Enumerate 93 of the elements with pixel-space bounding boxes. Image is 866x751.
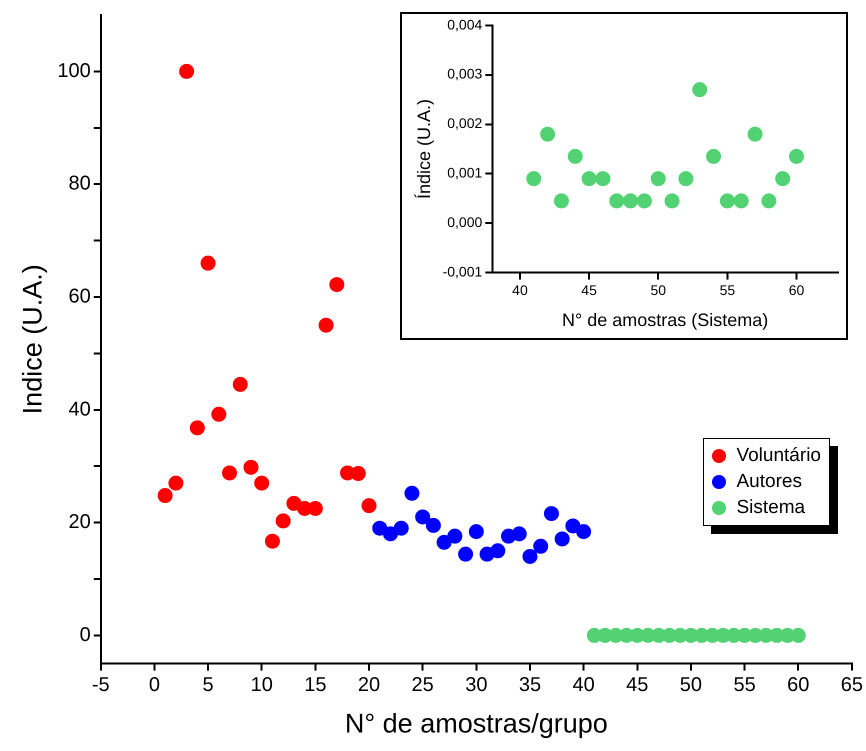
point (426, 518, 441, 533)
y-tick-label: -0,001 (442, 263, 483, 280)
point (761, 193, 776, 208)
y-tick-label: 20 (68, 511, 91, 534)
point (211, 406, 226, 422)
x-tick-label: 40 (512, 282, 528, 298)
point (533, 538, 548, 554)
point (362, 498, 377, 514)
x-tick-label: 0 (148, 674, 160, 696)
legend-label: Sistema (736, 497, 806, 519)
point (190, 420, 205, 436)
point (789, 148, 804, 164)
point (404, 486, 420, 501)
x-tick-label: 55 (720, 282, 736, 298)
point (264, 534, 280, 549)
x-tick-label: 15 (304, 674, 326, 696)
point (168, 476, 184, 491)
point (512, 526, 527, 542)
point (243, 460, 258, 475)
y-tick-label: 40 (68, 398, 91, 420)
x-axis-title: N° de amostras (Sistema) (562, 310, 768, 330)
point (678, 171, 694, 186)
point (526, 171, 542, 186)
y-tick-label: 0,002 (447, 115, 482, 132)
x-tick-label: 30 (465, 674, 488, 696)
point (576, 524, 592, 540)
point (372, 520, 388, 536)
point (706, 148, 722, 164)
point (544, 506, 559, 522)
x-tick-label: 55 (733, 674, 756, 696)
point (595, 171, 610, 186)
point (179, 64, 194, 79)
point (436, 534, 452, 550)
y-axis-title: Índice (U.A.) (414, 98, 434, 200)
x-tick-label: 20 (358, 674, 380, 696)
x-tick-label: 5 (202, 674, 214, 696)
x-tick-label: -5 (92, 674, 110, 696)
y-tick-label: 0 (80, 624, 91, 646)
point (582, 171, 597, 186)
point (232, 376, 248, 392)
x-tick-label: 65 (840, 674, 863, 696)
x-tick-label: 60 (787, 674, 810, 696)
point (565, 518, 580, 534)
x-tick-label: 40 (572, 674, 595, 696)
point (734, 193, 749, 208)
point (329, 277, 344, 292)
point (276, 513, 291, 528)
point (447, 528, 462, 544)
point (158, 488, 173, 504)
x-tick-label: 25 (412, 674, 434, 696)
point (540, 126, 556, 142)
x-tick-label: 60 (788, 282, 805, 298)
y-tick-label: 0,004 (447, 16, 482, 32)
point (650, 171, 666, 186)
point (468, 524, 484, 540)
point (318, 318, 334, 333)
point (623, 193, 638, 208)
point (790, 628, 806, 643)
point (200, 256, 216, 271)
point (554, 193, 569, 208)
point (720, 193, 735, 208)
x-tick-label: 45 (626, 674, 648, 696)
point (382, 526, 398, 542)
point (636, 193, 652, 208)
point (222, 465, 238, 480)
y-axis-title: Indice (U.A.) (18, 264, 48, 414)
x-tick-label: 45 (581, 282, 598, 298)
y-tick-label: 0,000 (447, 214, 482, 230)
point (458, 546, 474, 562)
point (254, 476, 270, 491)
legend-label: Voluntário (736, 445, 821, 467)
point (350, 466, 366, 482)
x-axis-title: N° de amostras/grupo (344, 708, 608, 738)
point (394, 520, 409, 536)
point (748, 126, 763, 142)
legend-label: Autores (736, 471, 802, 493)
point (568, 148, 583, 164)
y-tick-label: 100 (57, 60, 91, 82)
y-tick-label: 80 (68, 172, 91, 195)
point (415, 509, 430, 524)
point (554, 531, 570, 546)
x-tick-label: 50 (680, 674, 702, 696)
x-tick-label: 10 (250, 674, 273, 696)
y-tick-label: 0,003 (447, 66, 482, 82)
point (692, 82, 708, 98)
point (522, 548, 538, 564)
x-tick-label: 35 (518, 674, 542, 696)
y-tick-label: 0,001 (447, 164, 482, 181)
point (664, 193, 680, 208)
point (775, 171, 790, 186)
point (609, 193, 624, 208)
point (490, 543, 506, 558)
x-tick-label: 50 (650, 282, 666, 298)
